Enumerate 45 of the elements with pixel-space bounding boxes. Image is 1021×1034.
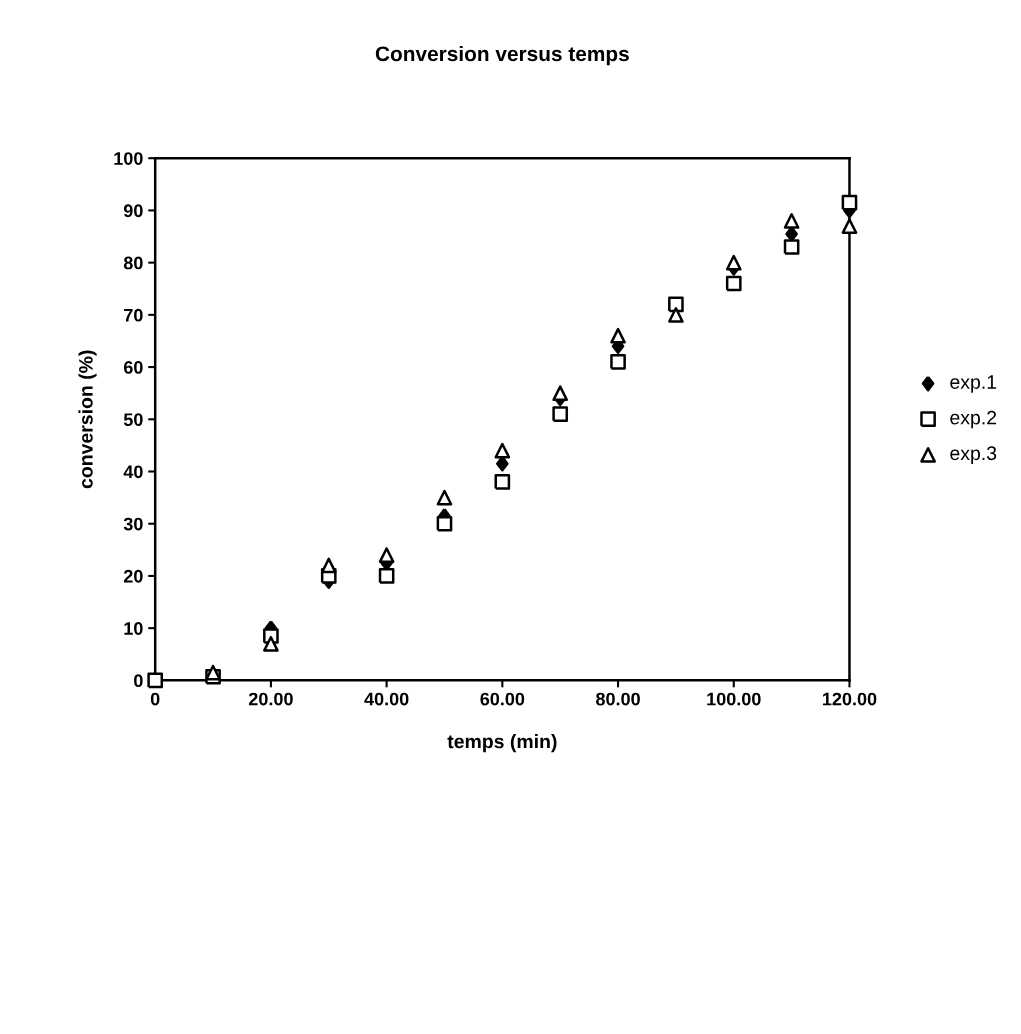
point [378,568,395,584]
point [610,327,626,344]
x-tick-label: 60.00 [480,692,525,706]
y-tick-label: 30 [123,517,143,531]
point [436,515,453,532]
y-tick-label: 90 [123,204,143,218]
y-tick-label: 20 [123,569,143,583]
legend-label: exp.3 [950,446,997,464]
point [147,672,164,689]
point [783,239,800,255]
point [205,664,221,681]
x-tick-label: 80.00 [596,692,640,706]
point [668,296,684,313]
point [610,354,626,370]
point [494,474,511,490]
legend-label: exp.2 [950,410,997,429]
point [725,275,742,292]
point [436,489,453,506]
x-tick-label: 0 [150,692,160,706]
y-tick-label: 50 [123,413,143,427]
y-tick-label: 60 [123,361,143,374]
chart-title: Conversion versus temps [375,45,629,66]
x-tick-label: 100.00 [707,692,761,706]
y-axis-title: conversion (%) [78,350,97,489]
legend-label: exp.1 [950,375,997,393]
x-axis-title: temps (min) [447,734,557,753]
y-tick-label: 80 [123,256,143,270]
point [494,442,511,459]
x-tick-label: 40.00 [364,692,409,706]
x-tick-label: 20.00 [248,692,293,706]
point [552,385,569,402]
y-tick-label: 10 [124,622,143,635]
y-tick-label: 100 [114,152,143,165]
point [783,213,800,229]
point [378,547,395,563]
point [320,557,337,574]
y-tick-label: 70 [124,308,143,322]
point [841,218,858,234]
x-tick-label: 120.00 [823,692,877,706]
y-tick-label: 0 [134,674,143,688]
point [263,635,279,652]
point [841,194,858,211]
y-tick-label: 40 [123,465,143,479]
point [725,254,742,271]
point [552,406,569,422]
